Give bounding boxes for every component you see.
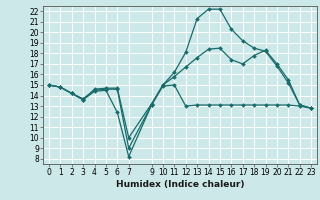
X-axis label: Humidex (Indice chaleur): Humidex (Indice chaleur) [116, 180, 244, 189]
